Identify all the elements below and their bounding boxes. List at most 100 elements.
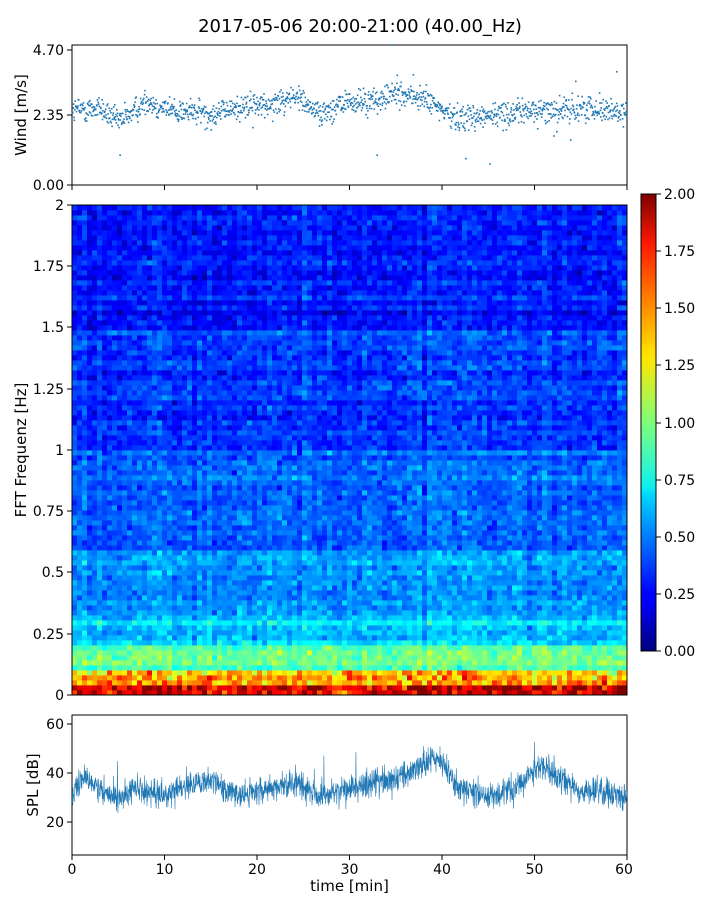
wind-point	[300, 96, 303, 99]
spectrogram-cell	[122, 595, 128, 601]
spectrogram-cell	[347, 610, 353, 616]
spectrogram-cell	[452, 615, 458, 621]
spectrogram-cell	[152, 560, 158, 566]
wind-point	[243, 106, 246, 109]
wind-point	[128, 111, 130, 113]
wind-point	[271, 120, 274, 123]
spectrogram-cell	[502, 645, 508, 651]
wind-point	[383, 98, 385, 100]
spectrogram-cell	[407, 660, 413, 666]
spectrogram-cell	[342, 570, 348, 576]
wind-point	[481, 106, 483, 108]
spectrogram-cell	[467, 575, 473, 581]
spectrogram-cell	[82, 555, 88, 561]
spectrogram-cell	[327, 630, 333, 636]
wind-point	[284, 99, 286, 102]
spectrogram-cell	[147, 600, 153, 606]
spectrogram-cell	[487, 590, 493, 596]
spectrogram-cell	[317, 630, 323, 636]
spectrogram-cell	[482, 550, 488, 556]
spectrogram-cell	[267, 645, 273, 651]
spectrogram-cell	[207, 615, 213, 621]
spectrogram-cell	[392, 645, 398, 651]
wind-point	[410, 85, 412, 88]
wind-point	[474, 130, 476, 132]
spectrogram-cell	[442, 595, 448, 601]
spectrogram-cell	[107, 550, 113, 556]
wind-point	[481, 119, 483, 121]
wind-point	[532, 101, 535, 104]
spectrogram-cell	[382, 650, 388, 656]
spectrogram-cell	[317, 560, 323, 566]
spectrogram-cell	[92, 620, 98, 626]
spectrogram-cell	[427, 625, 433, 631]
spectrogram-cell	[377, 655, 383, 661]
wind-point	[153, 105, 155, 108]
spectrogram-cell	[447, 675, 453, 681]
spectrogram-cell	[147, 610, 153, 616]
spectrogram-cell	[407, 655, 413, 661]
spectrogram-cell	[512, 565, 518, 571]
wind-point	[230, 113, 232, 115]
spectrogram-cell	[432, 560, 438, 566]
wind-point	[561, 106, 564, 108]
spectrogram-cell	[467, 595, 473, 601]
spectrogram-cell	[92, 580, 98, 586]
spectrogram-cell	[612, 610, 618, 616]
spectrogram-cell	[132, 600, 138, 606]
spectrogram-cell	[427, 615, 433, 621]
spectrogram-cell	[212, 600, 218, 606]
spectrogram-cell	[592, 655, 598, 661]
spectrogram-cell	[317, 555, 323, 561]
spectrogram-cell	[237, 560, 243, 566]
spectrogram-cell	[277, 585, 283, 591]
spectrogram-cell	[447, 655, 453, 661]
spectrogram-cell	[407, 610, 413, 616]
wind-point	[236, 102, 238, 105]
spectrogram-cell	[527, 675, 533, 681]
wind-point	[428, 94, 431, 97]
spectrogram-cell	[112, 585, 118, 591]
spectrogram-cell	[557, 605, 563, 611]
spectrogram-cell	[197, 670, 203, 676]
spectrogram-cell	[512, 605, 518, 611]
spectrogram-cell	[352, 560, 358, 566]
spectrogram-cell	[302, 660, 308, 666]
spectrogram-cell	[487, 635, 493, 641]
spectrogram-cell	[122, 535, 128, 541]
spectrogram-cell	[382, 655, 388, 661]
spectrogram-cell	[572, 660, 578, 666]
spectrogram-cell	[572, 690, 578, 696]
wind-point	[356, 107, 358, 109]
spectrogram-cell	[297, 655, 303, 661]
wind-point	[112, 114, 114, 116]
spectrogram-cell	[482, 585, 488, 591]
spectrogram-cell	[172, 615, 178, 621]
spectrogram-cell	[282, 545, 288, 551]
spectrogram-cell	[522, 680, 528, 686]
spectrogram-cell	[457, 620, 463, 626]
wind-point	[131, 110, 133, 112]
wind-point	[258, 109, 260, 111]
spectrogram-cell	[452, 665, 458, 671]
spectrogram-cell	[352, 575, 358, 581]
spectrogram-cell	[477, 650, 483, 656]
spectrogram-cell	[197, 665, 203, 671]
wind-point	[325, 113, 327, 116]
wind-point	[519, 105, 521, 108]
spectrogram-cell	[152, 640, 158, 646]
spectrogram-cell	[577, 595, 583, 601]
spectrogram-cell	[122, 670, 128, 676]
spectrogram-cell	[297, 540, 303, 546]
wind-point	[274, 96, 277, 99]
spectrogram-cell	[372, 595, 378, 601]
spectrogram-cell	[277, 660, 283, 666]
spectrogram-cell	[87, 530, 93, 536]
spectrogram-cell	[502, 570, 508, 576]
spectrogram-cell	[437, 680, 443, 686]
spectrogram-cell	[622, 615, 628, 621]
spectrogram-cell	[122, 645, 128, 651]
spectrogram-cell	[362, 555, 368, 561]
spectrogram-cell	[362, 665, 368, 671]
spectrogram-cell	[482, 680, 488, 686]
